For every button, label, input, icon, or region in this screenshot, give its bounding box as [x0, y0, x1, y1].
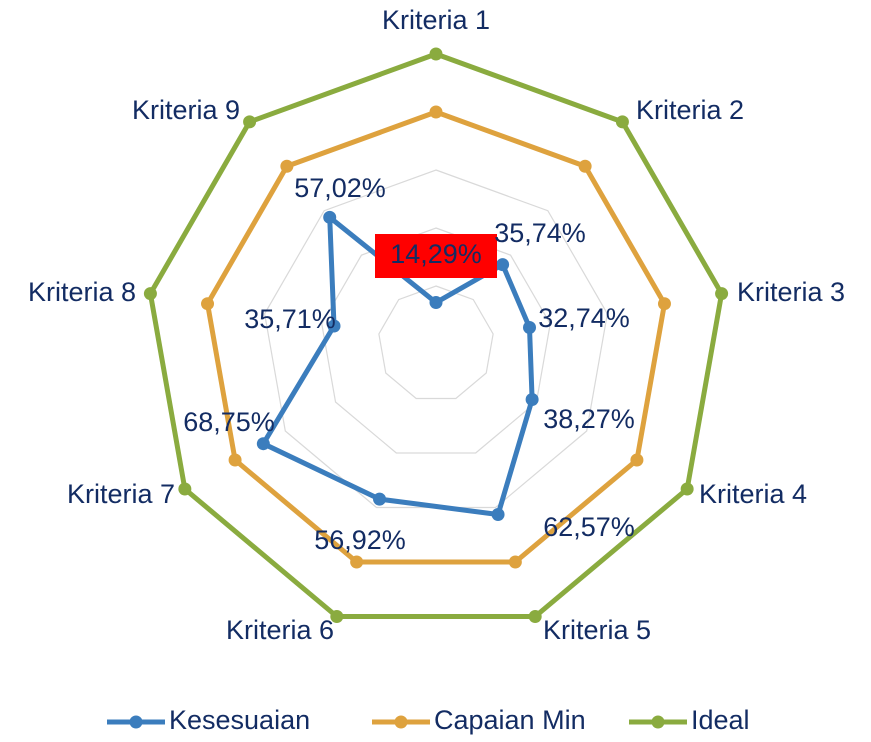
marker: [228, 453, 242, 467]
marker: [330, 610, 344, 624]
legend-label: Capaian Min: [434, 705, 586, 735]
category-label: Kriteria 3: [737, 277, 845, 307]
category-label: Kriteria 2: [636, 95, 744, 125]
marker: [429, 105, 443, 119]
marker: [680, 482, 694, 496]
marker: [429, 47, 443, 61]
marker: [373, 492, 387, 506]
marker: [280, 159, 294, 173]
data-label: 35,74%: [494, 218, 586, 248]
marker: [657, 297, 671, 311]
legend-label: Ideal: [691, 705, 750, 735]
marker: [523, 321, 537, 335]
series-line: [260, 214, 535, 518]
category-label: Kriteria 8: [28, 277, 136, 307]
marker: [615, 115, 629, 129]
category-label: Kriteria 9: [132, 95, 240, 125]
marker: [243, 115, 257, 129]
category-label: Kriteria 6: [226, 615, 334, 645]
category-label: Kriteria 4: [699, 479, 807, 509]
marker: [630, 453, 644, 467]
data-label: 57,02%: [294, 173, 386, 203]
category-label: Kriteria 7: [67, 479, 175, 509]
marker: [496, 258, 510, 272]
category-label: Kriteria 1: [382, 5, 490, 35]
marker: [143, 287, 157, 301]
data-label: 14,29%: [390, 239, 482, 269]
marker: [201, 297, 215, 311]
marker: [178, 482, 192, 496]
marker: [528, 610, 542, 624]
legend-label: Kesesuaian: [169, 705, 310, 735]
marker: [491, 508, 505, 522]
data-label: 32,74%: [538, 303, 630, 333]
data-label: 56,92%: [314, 525, 406, 555]
marker: [578, 159, 592, 173]
grid-ring: [321, 227, 551, 454]
legend-marker: [129, 715, 143, 729]
marker: [256, 437, 270, 451]
marker: [350, 555, 364, 569]
marker: [323, 210, 337, 224]
data-label: 35,71%: [244, 304, 336, 334]
grid-ring: [378, 285, 494, 400]
data-label: 62,57%: [543, 512, 635, 542]
marker: [429, 296, 443, 310]
category-label: Kriteria 5: [543, 615, 651, 645]
marker: [508, 555, 522, 569]
data-label: 68,75%: [183, 407, 275, 437]
legend-marker: [651, 715, 665, 729]
marker: [525, 392, 539, 406]
series-line: [205, 109, 667, 565]
data-label: 38,27%: [543, 404, 635, 434]
label-highlight: [375, 234, 497, 278]
marker: [327, 319, 341, 333]
legend-marker: [394, 715, 408, 729]
marker: [715, 287, 729, 301]
series-line: [147, 51, 725, 620]
